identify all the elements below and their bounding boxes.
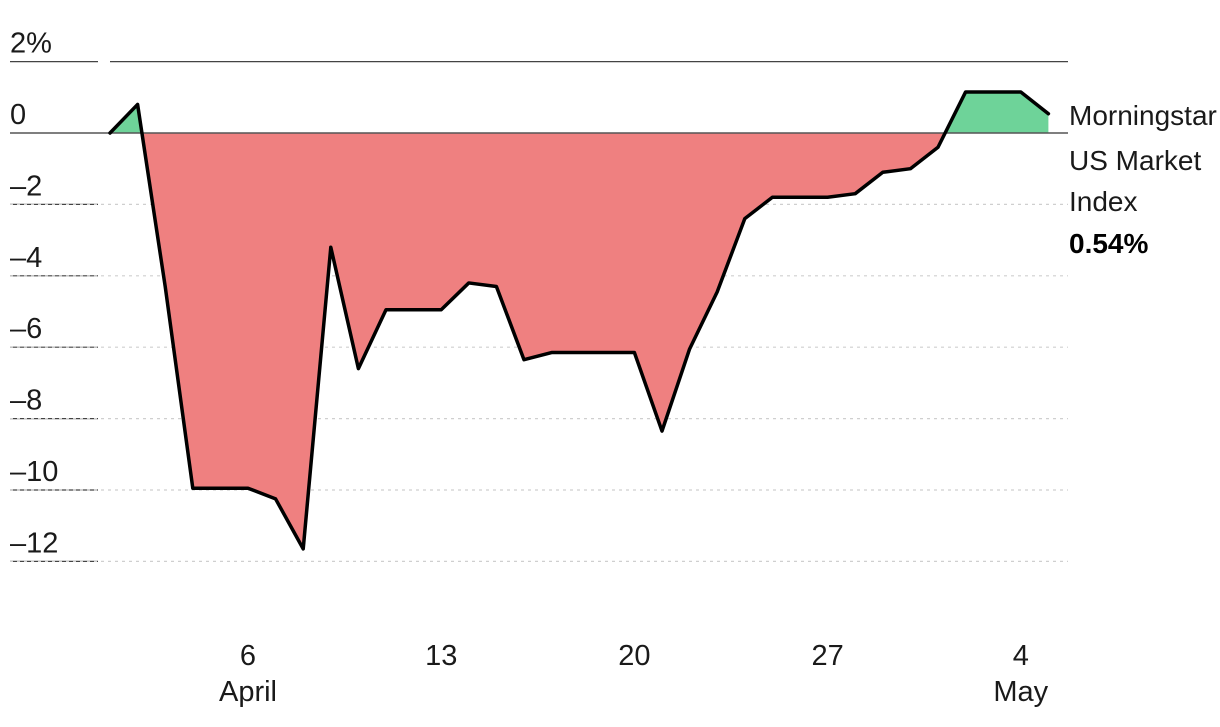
y-tick-label: –2 <box>10 170 42 202</box>
series-line <box>108 90 1051 551</box>
positive-area <box>945 91 1049 133</box>
line-layer <box>108 90 1051 551</box>
legend-label-line-2: US Market <box>1069 145 1201 176</box>
x-tick-label: 6 <box>240 640 256 672</box>
y-tick-label: 2% <box>10 28 52 60</box>
negative-area <box>141 133 946 549</box>
y-tick-label: –4 <box>10 242 42 274</box>
legend-label-line-3: Index <box>1069 186 1138 217</box>
legend: Morningstar US Market Index 0.54% <box>1069 100 1217 259</box>
y-tick-label: –10 <box>10 456 58 488</box>
x-tick-sublabel: May <box>993 676 1048 708</box>
x-tick-label: 20 <box>618 640 650 672</box>
y-tick-label: –8 <box>10 385 42 417</box>
legend-label-line-1: Morningstar <box>1069 100 1217 131</box>
x-tick-label: 27 <box>811 640 843 672</box>
x-tick-label: 4 <box>1013 640 1029 672</box>
legend-last-value: 0.54% <box>1069 228 1148 259</box>
x-tick-label: 13 <box>425 640 457 672</box>
axis-layer: 2% 0 –2 –4 –6 –8 –10 –12 6 April 13 20 27 4 May <box>10 28 1049 708</box>
y-tick-label: 0 <box>10 99 26 131</box>
x-tick-sublabel: April <box>219 676 277 708</box>
y-tick-label: –6 <box>10 313 42 345</box>
y-tick-label: –12 <box>10 527 58 559</box>
